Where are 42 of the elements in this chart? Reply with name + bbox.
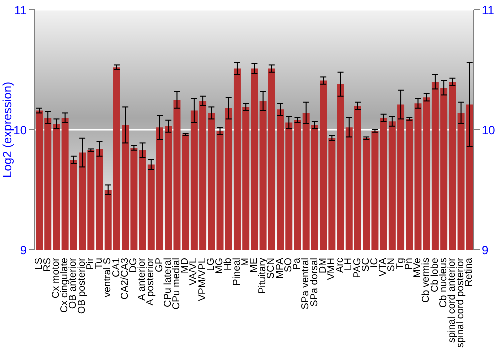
x-tick-label: M xyxy=(240,258,252,266)
y2-tick-label: 11 xyxy=(482,3,495,18)
y-axis-title: Log2 (expression) xyxy=(0,82,14,178)
y-tick-label: 11 xyxy=(14,3,28,18)
y-tick-label: 10 xyxy=(14,123,28,138)
x-tick-label: Tg xyxy=(395,258,406,270)
x-tick-label: spinal cord posterior xyxy=(456,257,467,348)
x-tick-label: Cb nucleus xyxy=(438,258,450,308)
x-tick-label: LG xyxy=(206,258,217,272)
x-tick-label: DM xyxy=(318,258,329,274)
x-tick-label: OB anterior xyxy=(68,257,80,310)
x-tick-label: Pineal xyxy=(232,258,243,286)
x-tick-label: A posterior xyxy=(146,257,157,306)
x-tick-label: OB posterior xyxy=(76,257,88,314)
x-tick-label: Pituitary xyxy=(258,258,269,294)
x-tick-label: Retina xyxy=(464,258,476,287)
x-tick-label: ME xyxy=(249,258,260,273)
x-tick-label: SC xyxy=(360,258,372,272)
x-tick-label: RS xyxy=(42,258,54,272)
x-tick-label: SPa dorsal xyxy=(309,258,320,307)
x-tick-label: SO xyxy=(283,258,294,272)
x-tick-label: PAG xyxy=(352,258,364,278)
y-tick-label: 9 xyxy=(20,243,28,258)
y2-tick-label: 9 xyxy=(482,243,489,258)
x-tick-label: CA2/CA3 xyxy=(120,258,131,300)
x-tick-label: VMH xyxy=(326,258,338,280)
x-tick-label: SCN xyxy=(266,258,278,280)
x-tick-label: LS xyxy=(34,258,45,270)
x-tick-label: GP xyxy=(154,258,166,272)
x-tick-label: CA1 xyxy=(111,258,122,278)
x-tick-label: ventral S xyxy=(102,258,114,298)
x-tick-label: Hb xyxy=(223,258,234,271)
x-tick-label: MPA xyxy=(274,258,286,279)
x-tick-label: Pir xyxy=(85,257,96,270)
x-tick-label: DG xyxy=(128,258,140,273)
x-tick-label: SN xyxy=(386,258,398,272)
x-tick-label: Cb lobe xyxy=(430,258,441,292)
x-tick-label: spinal cord anterior xyxy=(446,257,458,344)
x-tick-label: VPM/VPL xyxy=(197,258,208,302)
x-tick-label: LH xyxy=(344,258,355,271)
x-tick-label: Pn xyxy=(404,258,415,270)
y2-tick-label: 10 xyxy=(482,123,496,138)
